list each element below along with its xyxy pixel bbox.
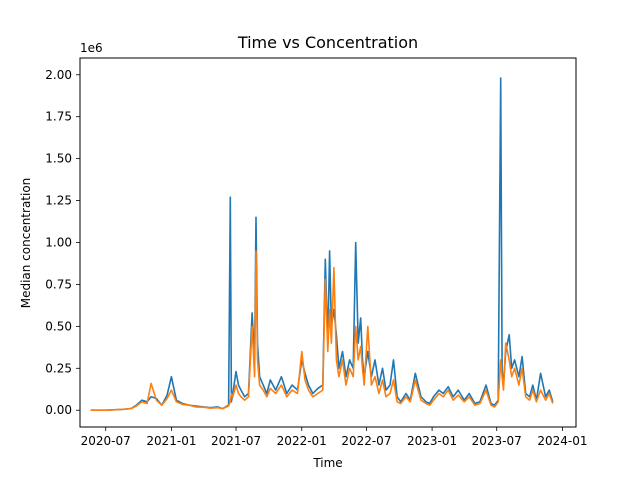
y-tick-label: 0.75 [45,277,72,291]
x-tick-label: 2023-07 [472,434,522,448]
x-axis-label: Time [312,456,342,470]
x-tick-label: 2020-07 [81,434,131,448]
plot-frame [79,57,577,428]
chart-title: Time vs Concentration [237,33,418,52]
y-offset-label: 1e6 [80,41,103,55]
y-tick-label: 1.75 [45,110,72,124]
y-tick-label: 1.50 [45,152,72,166]
series-layer [90,77,554,412]
y-tick-label: 1.25 [45,194,72,208]
y-axis: 0.00 0.25 0.50 0.75 1.00 1.25 1.50 1.75 2.00 [45,68,80,417]
series-line-2 [90,250,554,412]
x-tick-label: 2022-07 [341,434,391,448]
x-axis: 2020-07 2021-01 2021-07 2022-01 2022-07 2023-… [81,427,588,448]
y-tick-label: 0.50 [45,319,72,333]
y-tick-label: 2.00 [45,68,72,82]
x-tick-label: 2021-01 [146,434,196,448]
y-axis-label: Median concentration [19,178,33,309]
x-tick-label: 2023-01 [407,434,457,448]
y-tick-label: 1.00 [45,236,72,250]
x-tick-label: 2022-01 [277,434,327,448]
y-tick-label: 0.25 [45,361,72,375]
x-tick-label: 2021-07 [211,434,261,448]
x-tick-label: 2024-01 [537,434,587,448]
y-tick-label: 0.00 [45,403,72,417]
